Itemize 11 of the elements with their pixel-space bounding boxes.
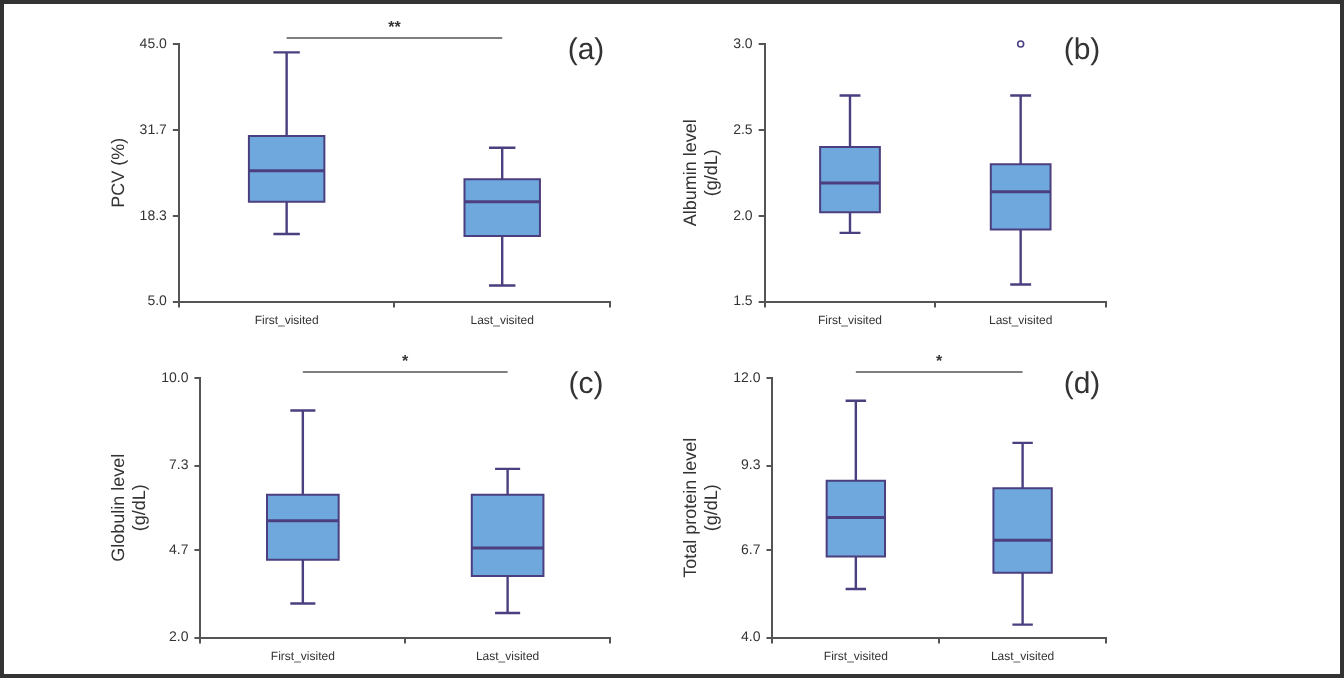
annotation: (b) <box>1063 33 1101 68</box>
y-axis-title: Total protein level (g/dL) <box>679 437 722 578</box>
text: * <box>936 352 945 371</box>
y-axis-title: Globulin level (g/dL) <box>107 453 150 562</box>
text: * <box>402 352 411 371</box>
annotation: (c) <box>568 367 604 402</box>
text: ** <box>388 18 403 37</box>
y-axis-title: PCV (%) <box>107 137 128 208</box>
annotation: (a) <box>567 33 605 68</box>
annotation: (d) <box>1063 367 1101 402</box>
y-axis-title: Albumin level (g/dL) <box>679 119 722 227</box>
